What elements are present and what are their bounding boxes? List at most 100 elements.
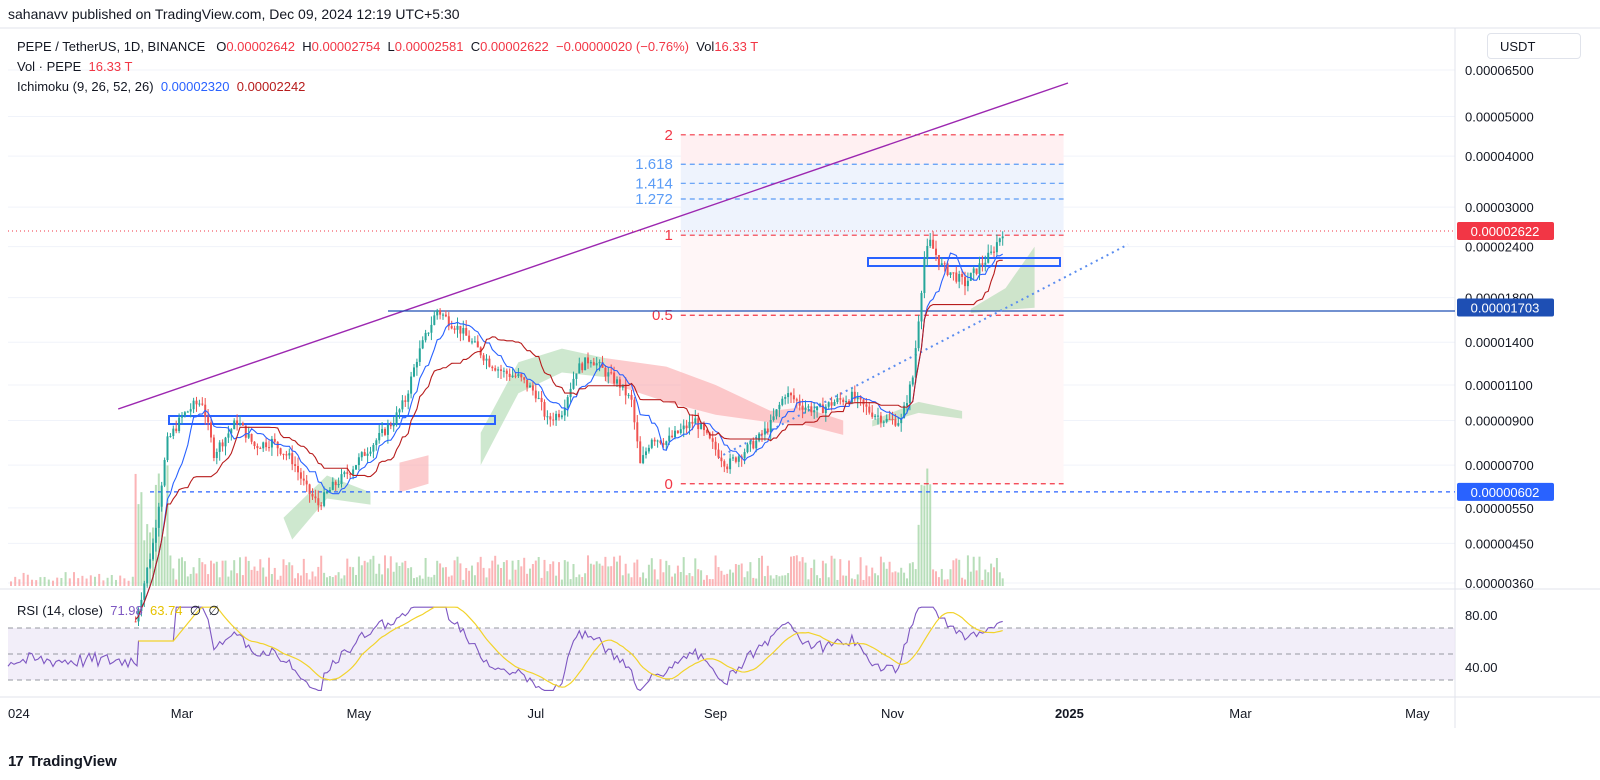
candle-body	[450, 326, 453, 329]
volume-bar	[326, 577, 328, 586]
candle-body	[993, 251, 995, 253]
candle-body	[453, 328, 456, 330]
volume-bar	[241, 575, 244, 586]
candle-body	[978, 263, 981, 274]
candle-body	[610, 372, 613, 374]
volume-bar	[317, 566, 320, 586]
candle-body	[792, 395, 795, 400]
volume-bar	[529, 568, 531, 586]
volume-bar	[410, 567, 413, 586]
volume-bar	[233, 560, 236, 586]
volume-bar	[127, 580, 130, 586]
volume-bar	[314, 576, 317, 586]
candle-body	[943, 263, 946, 265]
volume-bar	[163, 536, 166, 586]
time-tick-label: Jul	[527, 706, 544, 721]
low-price-tag: 0.00000602	[1471, 485, 1540, 500]
candle-body	[549, 416, 552, 420]
tradingview-brand[interactable]: 17 TradingView	[8, 753, 117, 770]
candle-body	[705, 430, 708, 433]
volume-bar	[299, 575, 302, 586]
volume-bar	[592, 564, 595, 586]
volume-bar	[810, 567, 813, 586]
candle-body	[958, 274, 961, 282]
ichimoku-base-line	[135, 259, 1003, 620]
candle-body	[256, 446, 259, 449]
volume-bar	[874, 573, 877, 586]
candle-body	[505, 370, 508, 374]
candle-body	[526, 379, 529, 388]
volume-bar	[824, 563, 827, 586]
candle-body	[995, 242, 998, 253]
volume-bar	[816, 575, 819, 586]
candle-body	[352, 469, 355, 475]
candle-body	[192, 400, 195, 410]
volume-bar	[276, 579, 279, 586]
volume-bar	[720, 570, 723, 586]
candle-body	[285, 454, 288, 456]
volume-bar	[343, 575, 346, 586]
volume-bar	[375, 573, 378, 586]
volume-bar	[839, 559, 842, 586]
volume-bar	[572, 564, 575, 586]
publisher-line: sahanavv published on TradingView.com, D…	[8, 6, 460, 22]
volume-bar	[848, 560, 850, 586]
volume-bar	[676, 565, 679, 586]
volume-bar	[984, 569, 987, 586]
candle-body	[874, 415, 877, 417]
volume-bar	[372, 555, 375, 586]
candle-body	[810, 406, 813, 413]
candle-body	[288, 453, 291, 456]
volume-bar	[650, 558, 653, 586]
vol-label: Vol	[696, 39, 715, 54]
volume-bar	[192, 567, 195, 586]
candle-body	[723, 461, 726, 467]
volume-bar	[465, 568, 468, 586]
candle-body	[555, 413, 558, 421]
volume-bar	[471, 565, 473, 586]
volume-bar	[891, 572, 894, 586]
rsi-label[interactable]: RSI (14, close)	[17, 603, 103, 618]
volume-bar	[877, 575, 879, 586]
candle-body	[665, 441, 668, 445]
candle-body	[430, 324, 433, 333]
candle-body	[879, 415, 882, 423]
candle-body	[421, 340, 424, 349]
volume-bar	[143, 540, 146, 586]
candle-body	[816, 406, 819, 411]
symbol-label[interactable]: PEPE / TetherUS, 1D, BINANCE	[17, 39, 206, 54]
volume-bar	[781, 575, 784, 586]
volume-bar	[456, 556, 459, 586]
volume-bar	[784, 575, 787, 586]
candle-body	[523, 377, 526, 380]
volume-bar	[178, 558, 181, 586]
volume-bar	[821, 560, 824, 586]
candle-body	[363, 452, 366, 456]
price-tick-label: 0.00000360	[1465, 576, 1534, 591]
volume-bar	[311, 571, 314, 586]
volume-bar	[230, 570, 233, 586]
volume-bar	[763, 576, 766, 586]
candle-body	[291, 453, 294, 465]
volume-bar	[540, 577, 543, 586]
volume-bar	[68, 578, 71, 586]
volume-bar	[555, 575, 558, 586]
volume-bar	[508, 579, 511, 586]
candle-body	[439, 310, 442, 315]
volume-bar	[795, 555, 798, 586]
volume-bar	[363, 560, 366, 586]
ichimoku-label[interactable]: Ichimoku (9, 26, 52, 26)	[17, 79, 154, 94]
candle-body	[433, 315, 436, 325]
volume-bar	[778, 576, 781, 586]
volume-series-label[interactable]: Vol · PEPE	[17, 59, 82, 74]
volume-bar	[729, 569, 732, 586]
rsi-extra-1: ∅	[189, 603, 202, 618]
candle-body	[268, 447, 270, 449]
volume-bar	[166, 465, 169, 586]
candle-body	[282, 453, 285, 455]
volume-bar	[662, 572, 665, 586]
currency-unit-button[interactable]: USDT	[1487, 33, 1581, 59]
volume-bar	[595, 561, 598, 586]
candle-body	[497, 369, 500, 371]
